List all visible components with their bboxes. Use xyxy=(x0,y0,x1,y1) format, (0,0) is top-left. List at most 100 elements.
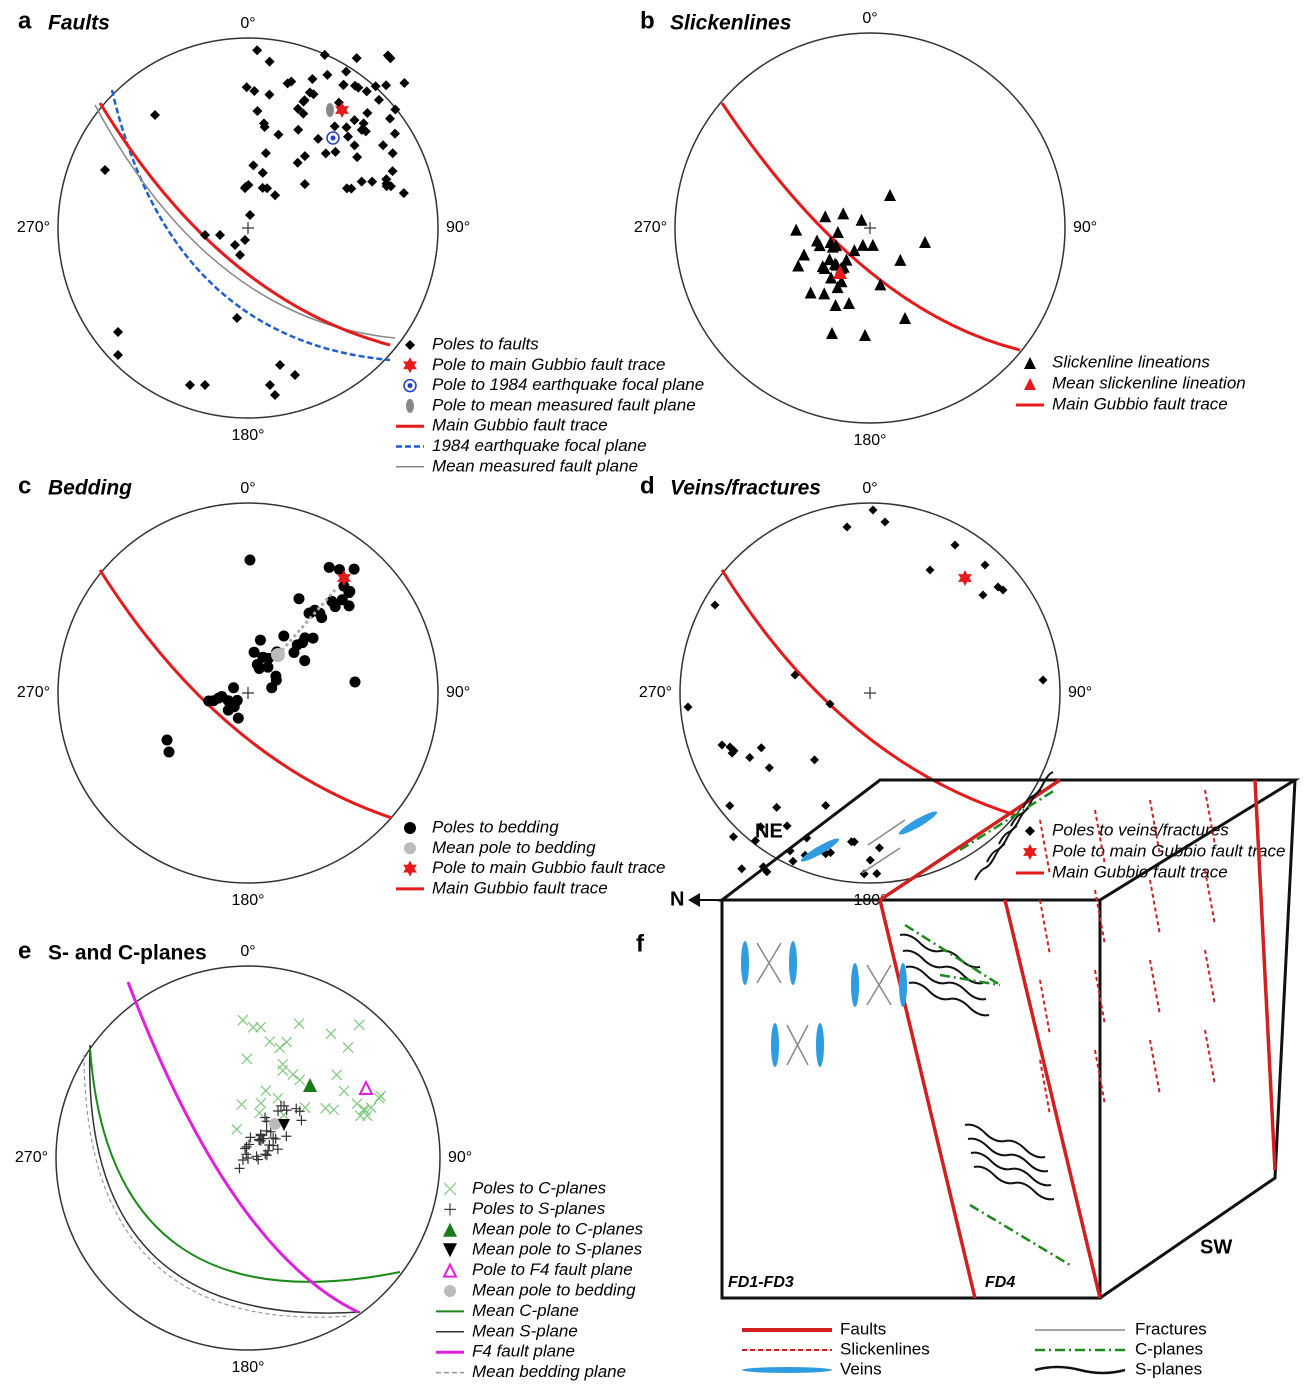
marker xyxy=(231,1123,243,1135)
marker xyxy=(230,240,240,250)
marker xyxy=(342,1041,354,1053)
marker xyxy=(261,1150,272,1161)
marker xyxy=(373,1092,385,1104)
marker xyxy=(727,748,737,758)
panel-title: S- and C-planes xyxy=(48,942,207,965)
marker xyxy=(245,1132,256,1143)
marker xyxy=(399,78,410,89)
marker xyxy=(866,238,879,251)
direction-label: 90° xyxy=(446,684,470,701)
direction-label: 90° xyxy=(1068,684,1092,701)
marker xyxy=(299,655,311,667)
block-edge xyxy=(786,1024,809,1066)
legend-label: 1984 earthquake focal plane xyxy=(432,436,647,455)
marker xyxy=(833,265,847,279)
block-edge xyxy=(756,942,782,984)
marker xyxy=(216,690,228,702)
marker xyxy=(403,378,417,393)
marker xyxy=(842,522,852,532)
marker xyxy=(829,299,842,312)
marker xyxy=(292,157,303,168)
marker xyxy=(325,1028,337,1040)
marker xyxy=(264,89,275,100)
trace xyxy=(83,1054,351,1318)
panel-letter: f xyxy=(636,930,645,957)
marker xyxy=(304,87,315,98)
marker xyxy=(316,612,328,624)
marker xyxy=(273,1105,284,1116)
block-edge xyxy=(1149,959,1161,1016)
marker xyxy=(782,821,792,831)
marker xyxy=(265,380,275,390)
block-edge xyxy=(1039,899,1051,956)
marker xyxy=(257,167,268,178)
marker xyxy=(1024,357,1036,369)
marker xyxy=(375,1090,386,1102)
marker xyxy=(274,1042,286,1054)
marker xyxy=(874,278,887,291)
vein xyxy=(800,838,840,862)
trace xyxy=(720,102,1021,352)
block-edge xyxy=(867,819,906,846)
marker xyxy=(826,327,838,339)
marker xyxy=(398,188,409,199)
marker xyxy=(378,140,389,151)
vein xyxy=(741,941,749,985)
marker xyxy=(788,856,798,866)
marker xyxy=(244,1139,255,1150)
legend-label: Slickenlines xyxy=(840,1339,930,1358)
marker xyxy=(330,146,341,157)
marker xyxy=(442,1262,458,1278)
block-edge xyxy=(1003,899,1102,1299)
trace xyxy=(98,569,393,820)
block-label: FD4 xyxy=(985,1274,1015,1291)
marker xyxy=(868,505,878,515)
marker xyxy=(248,160,259,171)
stereonet xyxy=(57,37,439,419)
trace xyxy=(720,569,1016,817)
marker xyxy=(1025,826,1035,836)
marker xyxy=(351,1098,363,1110)
marker xyxy=(737,864,747,874)
marker xyxy=(1038,675,1048,685)
marker xyxy=(1023,844,1037,860)
marker xyxy=(728,832,738,842)
marker xyxy=(341,183,352,194)
direction-label: 180° xyxy=(231,892,264,909)
marker xyxy=(265,1126,276,1137)
block-edge xyxy=(1039,819,1051,876)
marker xyxy=(232,712,244,724)
panel-letter: e xyxy=(18,937,31,964)
marker xyxy=(349,676,361,688)
block-label: N xyxy=(670,888,684,910)
marker xyxy=(243,180,254,191)
marker xyxy=(358,118,369,129)
marker xyxy=(293,124,304,135)
vein xyxy=(771,1023,779,1067)
marker xyxy=(307,632,319,644)
block-edge xyxy=(899,933,981,969)
marker xyxy=(328,1104,340,1116)
marker xyxy=(387,166,398,177)
marker xyxy=(269,1118,281,1130)
marker xyxy=(249,86,260,97)
marker xyxy=(331,1069,343,1081)
marker xyxy=(859,329,871,341)
marker xyxy=(381,181,392,192)
legend-label: Poles to C-planes xyxy=(472,1178,607,1197)
marker xyxy=(150,110,160,120)
legend-label: Main Gubbio fault trace xyxy=(432,878,608,897)
marker xyxy=(313,133,324,144)
marker xyxy=(874,843,884,853)
block-edge xyxy=(861,847,901,874)
marker xyxy=(293,1018,305,1030)
marker xyxy=(200,230,210,240)
marker xyxy=(336,594,348,606)
marker xyxy=(299,151,310,162)
marker xyxy=(404,842,416,855)
marker xyxy=(344,585,356,597)
marker xyxy=(270,190,281,201)
trace xyxy=(89,1047,401,1283)
marker xyxy=(303,607,315,619)
block-edge xyxy=(1149,879,1161,936)
